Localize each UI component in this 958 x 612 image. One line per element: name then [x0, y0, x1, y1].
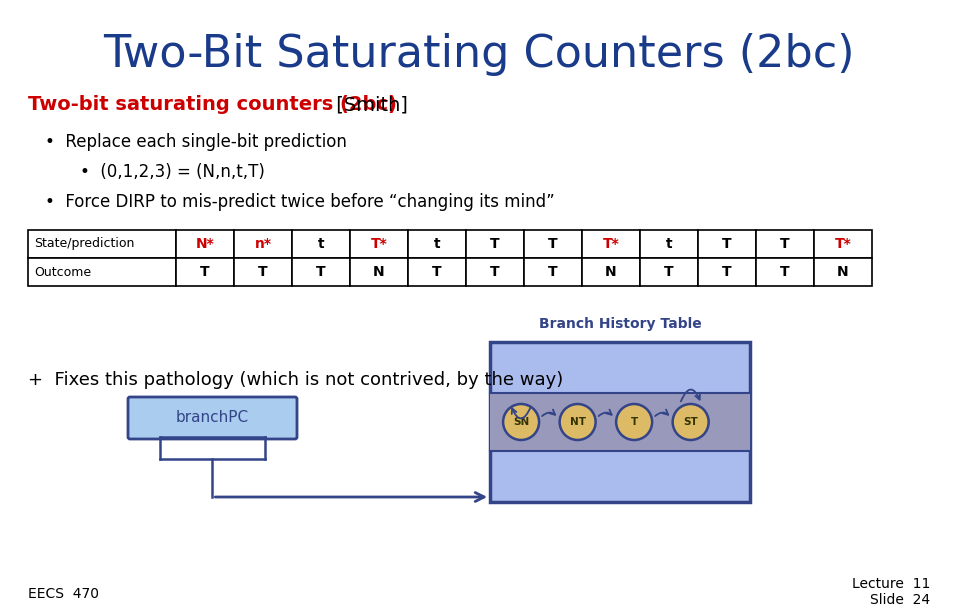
Bar: [524, 230, 582, 258]
Bar: [408, 230, 466, 258]
Text: Branch History Table: Branch History Table: [538, 317, 701, 331]
Text: T: T: [722, 237, 732, 251]
Bar: [698, 258, 756, 286]
Text: T: T: [722, 265, 732, 279]
Text: NT: NT: [570, 417, 585, 427]
Bar: [466, 258, 524, 286]
Text: T: T: [316, 265, 326, 279]
FancyBboxPatch shape: [128, 397, 297, 439]
Text: ST: ST: [683, 417, 698, 427]
Bar: [350, 230, 408, 258]
Text: [Smith]: [Smith]: [330, 95, 408, 114]
Text: •  (0,1,2,3) = (N,n,t,T): • (0,1,2,3) = (N,n,t,T): [80, 163, 264, 181]
Text: Outcome: Outcome: [34, 266, 91, 278]
Bar: [408, 258, 466, 286]
Text: N: N: [374, 265, 385, 279]
Text: +  Fixes this pathology (which is not contrived, by the way): + Fixes this pathology (which is not con…: [28, 371, 563, 389]
Text: T: T: [780, 265, 789, 279]
Bar: [350, 258, 408, 286]
Text: N: N: [837, 265, 849, 279]
Bar: [756, 230, 814, 258]
Circle shape: [559, 404, 596, 440]
Text: n*: n*: [255, 237, 271, 251]
Text: Two-Bit Saturating Counters (2bc): Two-Bit Saturating Counters (2bc): [103, 34, 855, 76]
Bar: [28, 230, 176, 258]
Text: N: N: [605, 265, 617, 279]
Text: T: T: [490, 237, 500, 251]
Bar: [28, 258, 176, 286]
Text: T: T: [548, 265, 558, 279]
Bar: [698, 230, 756, 258]
Text: Lecture  11: Lecture 11: [852, 577, 930, 591]
Bar: [234, 230, 292, 258]
Text: t: t: [318, 237, 325, 251]
Circle shape: [503, 404, 539, 440]
Bar: [814, 230, 872, 258]
Text: •  Force DIRP to mis-predict twice before “changing its mind”: • Force DIRP to mis-predict twice before…: [45, 193, 555, 211]
Bar: [490, 342, 750, 502]
Text: branchPC: branchPC: [176, 411, 249, 425]
Bar: [814, 258, 872, 286]
Bar: [176, 258, 234, 286]
Text: T: T: [432, 265, 442, 279]
Text: t: t: [434, 237, 441, 251]
Text: •  Replace each single-bit prediction: • Replace each single-bit prediction: [45, 133, 347, 151]
Text: Slide  24: Slide 24: [870, 593, 930, 607]
Bar: [292, 258, 350, 286]
Text: T*: T*: [834, 237, 852, 251]
Text: EECS  470: EECS 470: [28, 587, 99, 601]
Text: T*: T*: [371, 237, 387, 251]
Text: N*: N*: [195, 237, 215, 251]
Circle shape: [673, 404, 709, 440]
Text: T: T: [780, 237, 789, 251]
Text: T*: T*: [603, 237, 620, 251]
Text: T: T: [548, 237, 558, 251]
Text: T: T: [664, 265, 673, 279]
Text: T: T: [490, 265, 500, 279]
Bar: [524, 258, 582, 286]
Text: SN: SN: [513, 417, 529, 427]
Circle shape: [616, 404, 652, 440]
Bar: [640, 230, 698, 258]
Text: T: T: [259, 265, 268, 279]
Text: State/prediction: State/prediction: [34, 237, 134, 250]
Text: Two-bit saturating counters (2bc): Two-bit saturating counters (2bc): [28, 95, 397, 114]
Bar: [640, 258, 698, 286]
Text: t: t: [666, 237, 673, 251]
Bar: [466, 230, 524, 258]
Text: T: T: [630, 417, 638, 427]
Bar: [756, 258, 814, 286]
Bar: [234, 258, 292, 286]
Bar: [582, 258, 640, 286]
Bar: [176, 230, 234, 258]
Bar: [582, 230, 640, 258]
Bar: [292, 230, 350, 258]
Bar: [490, 393, 750, 451]
Text: T: T: [200, 265, 210, 279]
